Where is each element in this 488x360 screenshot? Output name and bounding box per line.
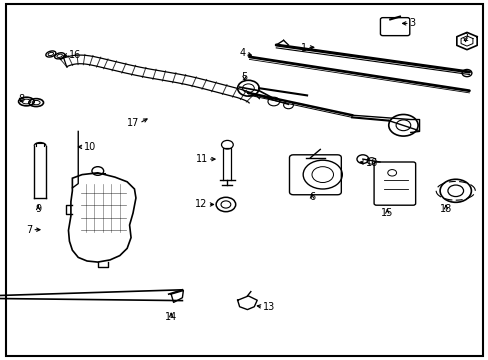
Text: 16: 16 [365, 158, 377, 168]
Text: 17: 17 [127, 118, 139, 128]
Text: 5: 5 [241, 72, 247, 82]
Text: 7: 7 [26, 225, 32, 235]
Text: 4: 4 [239, 48, 245, 58]
Text: 8: 8 [18, 94, 24, 104]
Text: 6: 6 [308, 192, 314, 202]
Text: 1: 1 [300, 42, 306, 53]
Text: 3: 3 [409, 18, 415, 28]
Text: 12: 12 [195, 199, 207, 210]
Text: 11: 11 [195, 154, 207, 164]
Text: 10: 10 [84, 142, 96, 152]
Text: 18: 18 [439, 204, 451, 214]
Text: 9: 9 [35, 204, 41, 214]
Text: 14: 14 [164, 312, 177, 322]
Text: 16: 16 [69, 50, 81, 60]
Text: 2: 2 [462, 33, 468, 43]
Text: 15: 15 [380, 208, 393, 218]
Text: 13: 13 [263, 302, 275, 312]
